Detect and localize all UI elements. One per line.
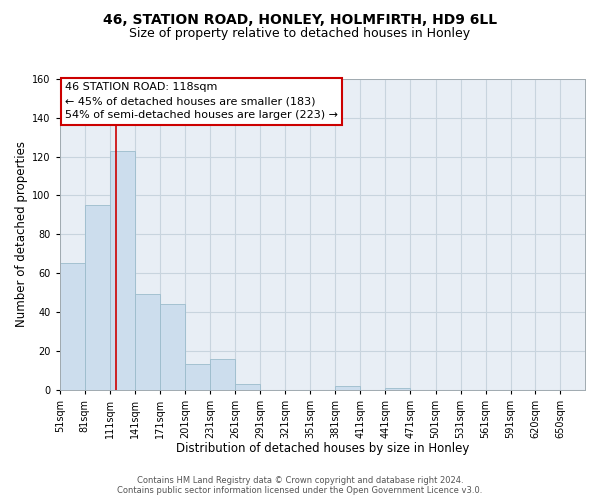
Bar bbox=[110, 151, 135, 390]
Bar bbox=[59, 264, 85, 390]
Bar bbox=[135, 294, 160, 390]
Bar bbox=[85, 205, 110, 390]
Bar bbox=[185, 364, 210, 390]
Bar bbox=[210, 358, 235, 390]
Text: 46 STATION ROAD: 118sqm
← 45% of detached houses are smaller (183)
54% of semi-d: 46 STATION ROAD: 118sqm ← 45% of detache… bbox=[65, 82, 338, 120]
X-axis label: Distribution of detached houses by size in Honley: Distribution of detached houses by size … bbox=[176, 442, 469, 455]
Bar bbox=[385, 388, 410, 390]
Text: 46, STATION ROAD, HONLEY, HOLMFIRTH, HD9 6LL: 46, STATION ROAD, HONLEY, HOLMFIRTH, HD9… bbox=[103, 12, 497, 26]
Bar bbox=[235, 384, 260, 390]
Bar bbox=[160, 304, 185, 390]
Text: Size of property relative to detached houses in Honley: Size of property relative to detached ho… bbox=[130, 28, 470, 40]
Text: Contains HM Land Registry data © Crown copyright and database right 2024.
Contai: Contains HM Land Registry data © Crown c… bbox=[118, 476, 482, 495]
Bar bbox=[335, 386, 361, 390]
Y-axis label: Number of detached properties: Number of detached properties bbox=[15, 142, 28, 328]
